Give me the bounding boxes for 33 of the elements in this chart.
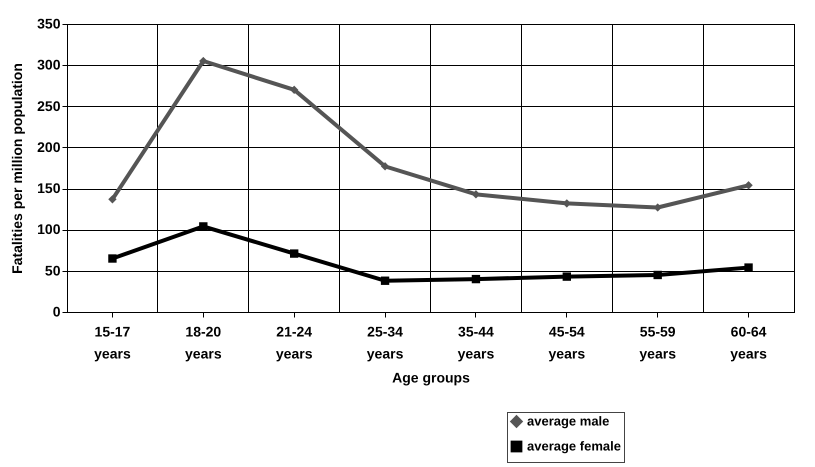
y-tick-label: 350 bbox=[37, 16, 61, 32]
point bbox=[744, 181, 753, 190]
point bbox=[290, 249, 298, 258]
point bbox=[380, 162, 390, 171]
y-tick-label: 100 bbox=[37, 221, 61, 238]
x-tick-label: 25-34 years bbox=[366, 324, 404, 362]
y-tick-label: 200 bbox=[37, 138, 61, 155]
point bbox=[108, 254, 117, 263]
y-tick-label: 250 bbox=[37, 98, 61, 114]
x-tick-label: 55-59 years bbox=[639, 324, 676, 362]
x-tick-label: 21-24 years bbox=[276, 324, 313, 362]
point bbox=[744, 263, 753, 272]
point bbox=[380, 276, 390, 285]
point bbox=[290, 86, 298, 94]
legend-label: average male bbox=[527, 414, 610, 428]
y-tick-label: 50 bbox=[44, 262, 61, 278]
point bbox=[562, 272, 571, 281]
x-tick-label: 45-54 years bbox=[548, 324, 586, 362]
x-tick-label: 18-20 years bbox=[185, 324, 222, 362]
y-tick-label: 300 bbox=[37, 56, 61, 73]
x-axis-title: Age groups bbox=[392, 370, 470, 386]
x-tick-label: 35-44 years bbox=[458, 324, 494, 362]
y-tick-label: 150 bbox=[37, 180, 61, 196]
point bbox=[199, 222, 208, 231]
x-tick-label: 15-17 years bbox=[94, 324, 131, 362]
point bbox=[199, 56, 208, 66]
y-axis-title: Fatalities per million population bbox=[9, 63, 26, 274]
x-tick-label: 60-64 years bbox=[730, 324, 768, 362]
legend-label: average female bbox=[527, 438, 621, 454]
point bbox=[654, 270, 662, 280]
point bbox=[108, 195, 117, 204]
y-tick-label: 0 bbox=[52, 304, 61, 320]
point bbox=[472, 274, 480, 284]
